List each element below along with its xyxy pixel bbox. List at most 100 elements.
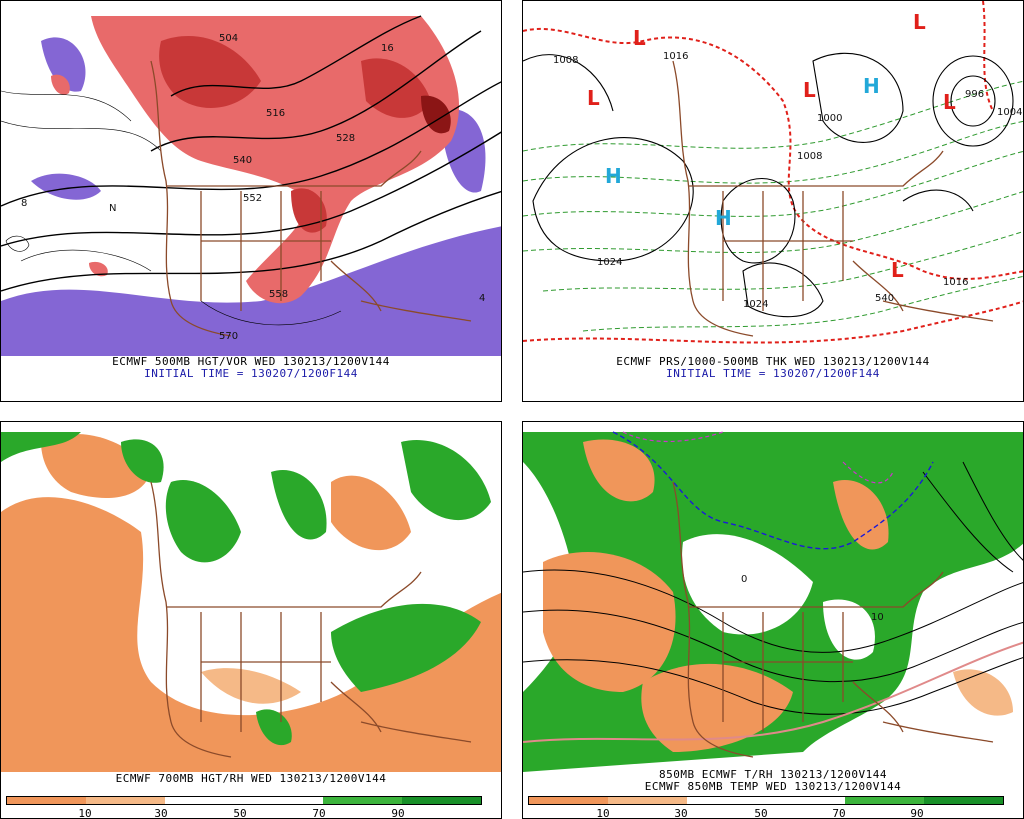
- country-borders: [672, 481, 994, 758]
- contour-label: N: [109, 203, 116, 214]
- rh-dry-region: [583, 439, 655, 502]
- colorbar-segment: [687, 797, 766, 804]
- country-borders: [150, 60, 472, 337]
- rh-moist-region: [331, 603, 481, 692]
- vorticity-contours: [1, 90, 342, 326]
- contour-label: 558: [269, 289, 288, 300]
- high-pressure-marker: H: [863, 74, 880, 98]
- colorbar-tick: 30: [154, 807, 168, 819]
- panel-surface-pressure: L L L L L L H H H 1008 1016 1000 1008 10…: [522, 0, 1024, 402]
- colorbar-tick: 70: [312, 807, 326, 819]
- colorbar-segment: [86, 797, 165, 804]
- contour-label: 504: [219, 33, 238, 44]
- colorbar-segment: [165, 797, 244, 804]
- contour-label: 528: [336, 133, 355, 144]
- contour-label: 552: [243, 193, 262, 204]
- rh-moist-region: [401, 440, 491, 521]
- low-pressure-marker: L: [803, 78, 816, 102]
- contour-label: 16: [381, 43, 394, 54]
- low-pressure-marker: L: [943, 90, 956, 114]
- contour-label: 996: [965, 89, 984, 100]
- vort-high-region: [51, 74, 70, 95]
- colorbar-segment: [845, 797, 924, 804]
- rh-colorbar: [528, 796, 1004, 805]
- colorbar-tick: 10: [78, 807, 92, 819]
- cold-isotherm: [622, 431, 894, 484]
- colorbar-segment: [924, 797, 1003, 804]
- rh-dry-region: [331, 475, 411, 551]
- vort-low-region: [41, 37, 86, 92]
- colorbar-tick: 70: [832, 807, 846, 819]
- vort-low-region: [1, 226, 501, 356]
- thickness-contours: [523, 80, 1023, 332]
- high-pressure-marker: H: [715, 206, 732, 230]
- rh-moist-region: [165, 480, 241, 563]
- rh-mid-region: [682, 534, 813, 635]
- rh-dry-region: [1, 497, 501, 772]
- height-contours: [1, 15, 501, 292]
- contour-label: 1016: [943, 277, 968, 288]
- colorbar-segment: [244, 797, 323, 804]
- country-borders: [672, 60, 994, 337]
- colorbar-tick: 50: [754, 807, 768, 819]
- warm-isotherm: [523, 641, 1023, 743]
- contour-label: 1000: [817, 113, 842, 124]
- colorbar-segment: [766, 797, 845, 804]
- isotherms: [523, 461, 1023, 715]
- map-pressure: L L L L L L H H H 1008 1016 1000 1008 10…: [523, 1, 1023, 356]
- map-500mb: 504 516 528 540 552 558 570 16 8 4 N: [1, 1, 501, 356]
- rh-dry-region: [833, 480, 889, 550]
- rh-moist-region: [271, 470, 327, 540]
- colorbar-segment: [402, 797, 481, 804]
- low-pressure-marker: L: [891, 258, 904, 282]
- colorbar-segment: [323, 797, 402, 804]
- rh-dry-region: [543, 552, 676, 692]
- map-850mb: 0 10: [523, 422, 1023, 772]
- panel-caption: ECMWF 500MB HGT/VOR WED 130213/1200V144: [112, 355, 390, 368]
- rh-dry-region: [641, 663, 793, 752]
- panel-850mb-temp-rh: 0 10 850MB ECMWF T/RH 130213/1200V144 EC…: [522, 421, 1024, 819]
- colorbar-tick: 50: [233, 807, 247, 819]
- rh-moist-region: [1, 432, 81, 462]
- contour-label: 540: [875, 293, 894, 304]
- high-pressure-marker: H: [605, 164, 622, 188]
- contour-label: 540: [233, 155, 252, 166]
- rh-colorbar: [6, 796, 482, 805]
- panel-caption: ECMWF PRS/1000-500MB THK WED 130213/1200…: [616, 355, 930, 368]
- country-borders: [150, 481, 472, 758]
- vort-low-region: [31, 173, 101, 200]
- colorbar-tick: 10: [596, 807, 610, 819]
- contour-label: 570: [219, 331, 238, 342]
- panel-700mb-rh: ECMWF 700MB HGT/RH WED 130213/1200V144 1…: [0, 421, 502, 819]
- contour-label: 1024: [597, 257, 622, 268]
- colorbar-segment: [608, 797, 687, 804]
- rh-dry-region: [201, 668, 301, 704]
- colorbar-tick: 90: [910, 807, 924, 819]
- contour-label: 10: [871, 612, 884, 623]
- contour-label: 1004: [997, 107, 1022, 118]
- vort-high-region: [89, 261, 108, 277]
- contour-label: 1008: [797, 151, 822, 162]
- vort-high-region: [291, 188, 327, 233]
- vort-high-region: [421, 95, 451, 134]
- colorbar-segment: [529, 797, 608, 804]
- low-pressure-marker: L: [633, 26, 646, 50]
- contour-label: 8: [21, 198, 27, 209]
- rh-moist-region: [121, 439, 164, 483]
- rh-dry-region: [953, 669, 1013, 716]
- contour-label: 516: [266, 108, 285, 119]
- panel-500mb-vorticity: 504 516 528 540 552 558 570 16 8 4 N ECM…: [0, 0, 502, 402]
- rh-moist-region: [256, 709, 292, 746]
- contour-label: 1016: [663, 51, 688, 62]
- thickness-540-line: [523, 1, 1023, 344]
- low-pressure-marker: L: [913, 10, 926, 34]
- panel-caption-secondary: ECMWF 850MB TEMP WED 130213/1200V144: [644, 780, 902, 793]
- rh-mid-region: [823, 599, 875, 660]
- map-700mb: [1, 422, 501, 772]
- colorbar-tick: 90: [391, 807, 405, 819]
- panel-caption: 850MB ECMWF T/RH 130213/1200V144: [659, 768, 887, 781]
- panel-initial-time: INITIAL TIME = 130207/1200F144: [666, 367, 880, 380]
- contour-label: 0: [741, 574, 747, 585]
- contour-label: 1008: [553, 55, 578, 66]
- colorbar-tick: 30: [674, 807, 688, 819]
